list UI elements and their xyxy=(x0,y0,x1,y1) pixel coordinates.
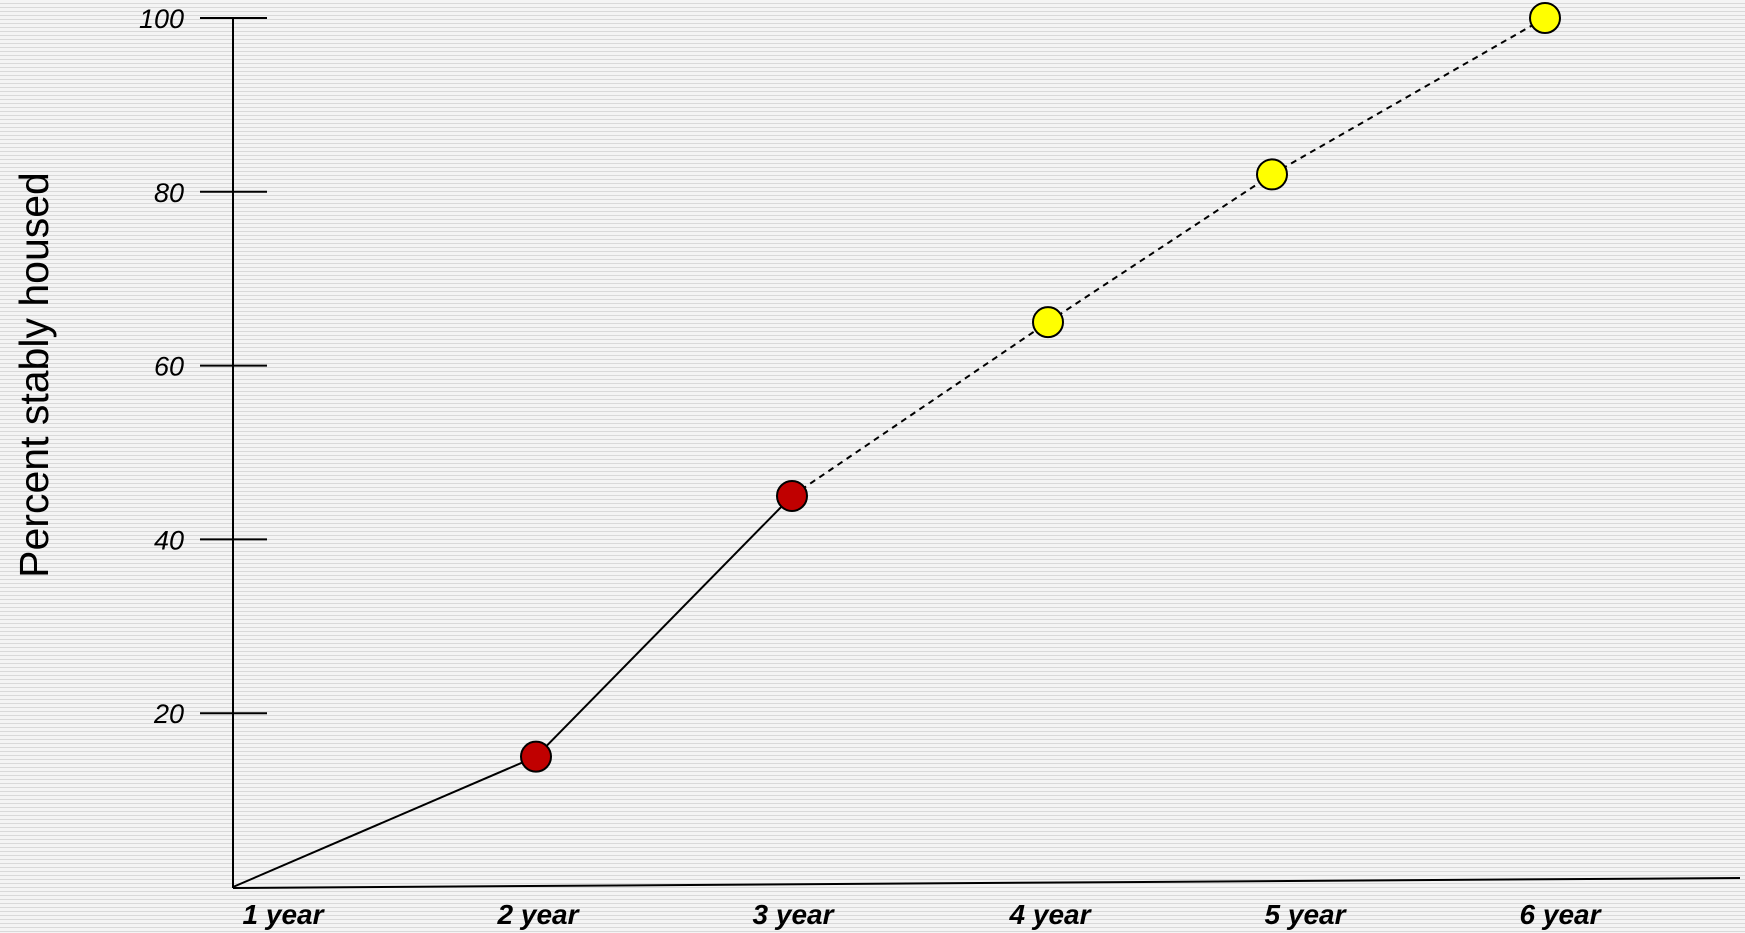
line-segment-3 xyxy=(791,321,1049,497)
x-tick-label-3: 3 year xyxy=(753,899,836,930)
line-segment-5 xyxy=(1271,17,1546,176)
data-point-3 xyxy=(776,479,808,512)
x-tick-label-1: 1 year xyxy=(243,899,326,930)
y-tick-label-80: 80 xyxy=(154,178,184,208)
data-point-4 xyxy=(1032,306,1064,339)
y-axis-label: Percent stably housed xyxy=(11,172,57,578)
data-points xyxy=(520,2,1561,773)
y-tick-label-40: 40 xyxy=(154,525,184,555)
x-tick-label-6: 6 year xyxy=(1520,899,1603,930)
x-tick-label-2: 2 year xyxy=(497,899,581,930)
axes xyxy=(232,18,1741,889)
line-segment-4 xyxy=(1047,173,1273,323)
y-tick-label-20: 20 xyxy=(153,699,184,729)
line-segment-1 xyxy=(232,755,537,888)
y-ticks: 20 40 60 80 100 xyxy=(139,4,267,729)
x-axis-line xyxy=(232,877,1741,889)
x-tick-label-5: 5 year xyxy=(1265,899,1348,930)
data-point-2 xyxy=(520,740,552,773)
y-tick-label-60: 60 xyxy=(154,352,184,382)
x-tick-labels: 1 year 2 year 3 year 4 year 5 year 6 year xyxy=(243,899,1603,930)
x-tick-label-4: 4 year xyxy=(1009,899,1093,930)
line-segment-2 xyxy=(535,495,793,758)
series-lines xyxy=(232,17,1546,888)
data-point-6 xyxy=(1529,2,1561,34)
y-tick-label-100: 100 xyxy=(139,4,184,34)
data-point-5 xyxy=(1256,158,1288,191)
